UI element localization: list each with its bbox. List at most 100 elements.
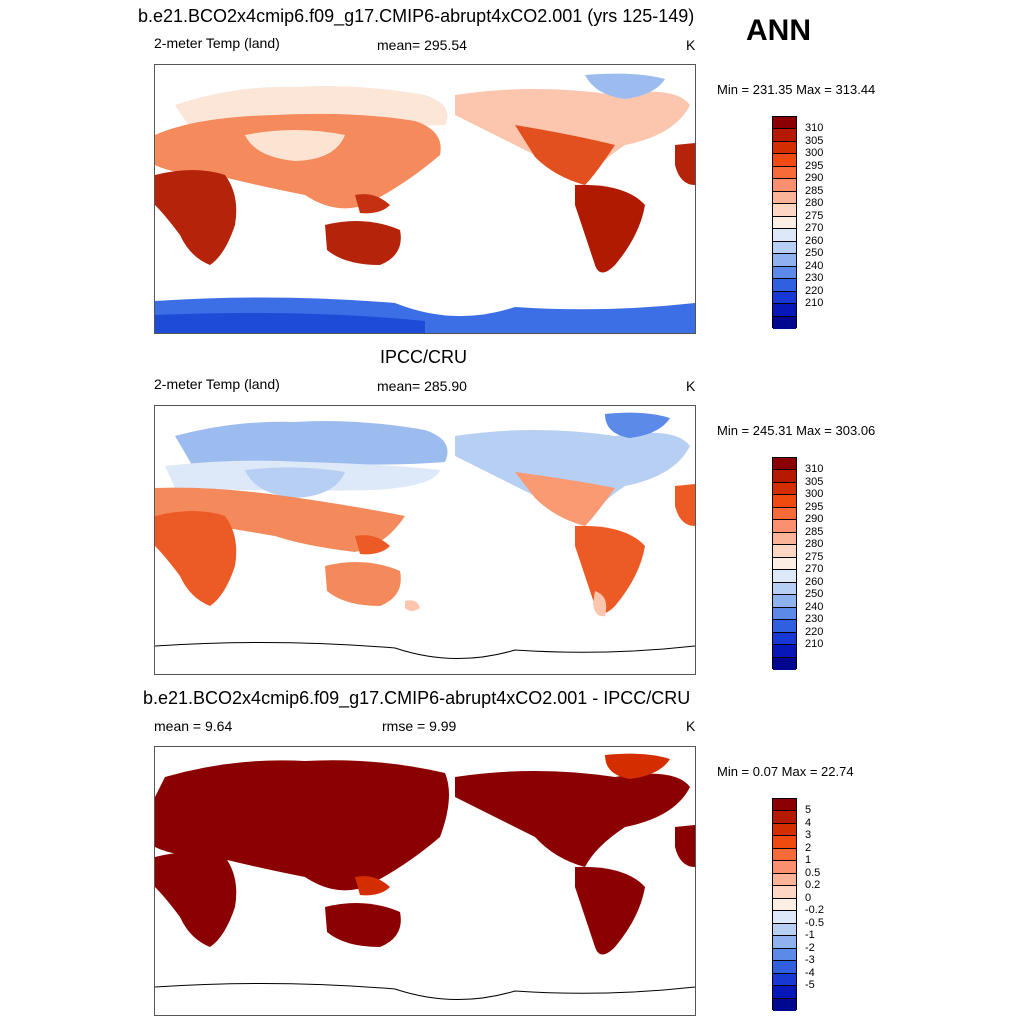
colorbar-segment [773, 836, 796, 849]
panel-3-rmse-label: rmse = 9.99 [382, 718, 457, 734]
colorbar-segment [773, 129, 796, 142]
africa-shape [155, 511, 237, 606]
colorbar-segment [773, 117, 796, 130]
colorbar-segment [773, 458, 796, 471]
colorbar-segment [773, 961, 796, 974]
colorbar-segment [773, 923, 796, 937]
africa-shape [155, 170, 237, 265]
colorbar-segment [773, 582, 796, 596]
colorbar-segment [773, 254, 796, 267]
colorbar-segment [773, 266, 796, 280]
south-america-shape [575, 184, 645, 273]
colorbar-tick-label: -1 [805, 929, 815, 942]
colorbar-segment [773, 645, 796, 658]
colorbar-tick-label: -2 [805, 941, 815, 954]
colorbar-segment [773, 532, 796, 546]
colorbar-tick-label: 275 [805, 550, 824, 563]
colorbar-segment [773, 657, 796, 670]
panel-3-title: b.e21.BCO2x4cmip6.f09_g17.CMIP6-abrupt4x… [143, 688, 691, 708]
colorbar-segment [773, 948, 796, 962]
colorbar-segment [773, 570, 796, 583]
colorbar-tick-label: 260 [805, 234, 824, 247]
colorbar-segment [773, 545, 796, 558]
colorbar-tick-label: -0.2 [805, 904, 824, 917]
colorbar-tick-label: 250 [805, 588, 824, 601]
colorbar-tick-label: 270 [805, 563, 824, 576]
panel-1-variable-label: 2-meter Temp (land) [154, 35, 280, 51]
australia-shape [325, 903, 401, 947]
colorbar-segment [773, 316, 796, 329]
colorbar-tick-label: 210 [805, 297, 824, 310]
panel-1-minmax: Min = 231.35 Max = 313.44 [717, 82, 876, 97]
colorbar-tick-label: -3 [805, 954, 815, 967]
colorbar-tick-label: 310 [805, 122, 824, 135]
colorbar-segment [773, 229, 796, 242]
colorbar-tick-label: 270 [805, 222, 824, 235]
colorbar-tick-label: 260 [805, 575, 824, 588]
colorbar-segment [773, 986, 796, 999]
colorbar-segment [773, 861, 796, 874]
colorbar-tick-label: -5 [805, 979, 815, 992]
colorbar-segment [773, 291, 796, 305]
colorbar-segment [773, 823, 796, 837]
colorbar-segment [773, 973, 796, 987]
south-america-shape [575, 525, 645, 614]
colorbar-tick-label: -4 [805, 966, 815, 979]
colorbar-segment [773, 620, 796, 633]
panel-3-mean-label: mean = 9.64 [154, 718, 233, 734]
colorbar-tick-label: 210 [805, 638, 824, 651]
colorbar-tick-label: 3 [805, 829, 812, 842]
colorbar-segment [773, 607, 796, 621]
colorbar-segment [773, 166, 796, 180]
north-america-shape [455, 430, 690, 526]
colorbar-tick-label: 295 [805, 159, 824, 172]
colorbar-segment [773, 507, 796, 521]
colorbar-tick-label: 240 [805, 259, 824, 272]
colorbar-tick-label: 310 [805, 463, 824, 476]
antarctica-outline [155, 641, 695, 659]
colorbar-segment [773, 241, 796, 255]
colorbar-segment [773, 520, 796, 533]
colorbar-segment [773, 279, 796, 292]
colorbar-segment [773, 495, 796, 508]
colorbar-segment [773, 216, 796, 230]
colorbar-tick-label: 280 [805, 538, 824, 551]
colorbar-tick-label: 220 [805, 625, 824, 638]
colorbar-tick-label: 5 [805, 804, 812, 817]
colorbar-segment [773, 936, 796, 949]
colorbar-tick-label: 295 [805, 500, 824, 513]
panel-1-mean-label: mean= 295.54 [377, 37, 467, 53]
colorbar-segment [773, 179, 796, 192]
panel-3-unit-label: K [686, 718, 696, 734]
colorbar-tick-label: 300 [805, 488, 824, 501]
antarctica-outline [155, 982, 695, 1000]
colorbar-segment [773, 632, 796, 646]
colorbar-segment [773, 998, 796, 1011]
eurasia-shape [155, 760, 449, 891]
panel-2-minmax: Min = 245.31 Max = 303.06 [717, 423, 876, 438]
panel-2-colorbar [772, 457, 797, 670]
colorbar-tick-label: 220 [805, 284, 824, 297]
colorbar-segment [773, 595, 796, 608]
africa-shape [155, 852, 237, 947]
colorbar-tick-label: 280 [805, 197, 824, 210]
colorbar-tick-label: 305 [805, 475, 824, 488]
panel-3-minmax: Min = 0.07 Max = 22.74 [717, 764, 854, 779]
panel-1-colorbar [772, 116, 797, 329]
panel-1-map [154, 64, 696, 334]
colorbar-tick-label: 285 [805, 525, 824, 538]
colorbar-tick-label: 250 [805, 247, 824, 260]
colorbar-segment [773, 848, 796, 862]
south-america-shape [575, 866, 645, 955]
colorbar-tick-label: -0.5 [805, 916, 824, 929]
colorbar-segment [773, 482, 796, 496]
panel-2-title: IPCC/CRU [380, 347, 468, 367]
colorbar-tick-label: 230 [805, 272, 824, 285]
colorbar-segment [773, 799, 796, 812]
panel-2-variable-label: 2-meter Temp (land) [154, 376, 280, 392]
colorbar-segment [773, 873, 796, 887]
colorbar-segment [773, 811, 796, 824]
eurasia-shape [155, 113, 441, 209]
panel-3-colorbar [772, 798, 797, 1011]
north-america-shape [455, 771, 690, 867]
